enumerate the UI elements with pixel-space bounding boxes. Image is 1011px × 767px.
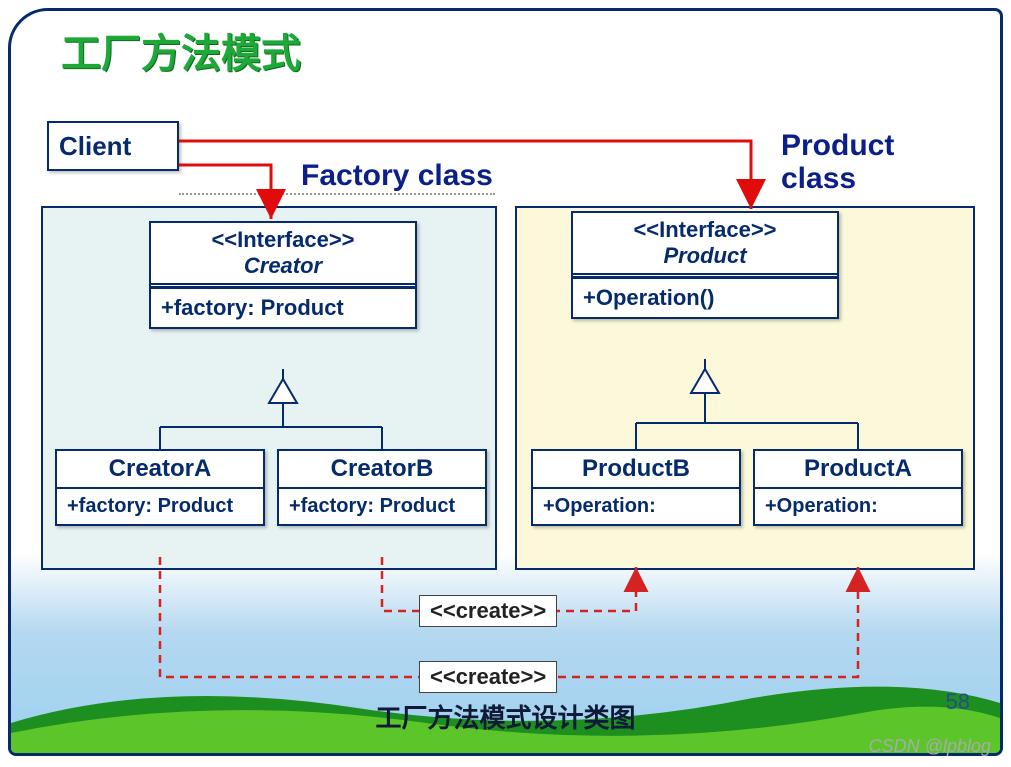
productB-member: +Operation: bbox=[533, 489, 739, 524]
creatorA-box: CreatorA +factory: Product bbox=[55, 449, 265, 526]
slide-frame: 工厂方法模式 Factory class Product class Clien… bbox=[8, 8, 1003, 756]
product-label-2: class bbox=[781, 162, 856, 195]
client-box: Client bbox=[47, 121, 179, 171]
creator-name: Creator bbox=[159, 253, 407, 279]
creator-member: +factory: Product bbox=[151, 289, 415, 327]
product-label: Product class bbox=[781, 129, 894, 195]
creatorA-member: +factory: Product bbox=[57, 489, 263, 524]
page-number: 58 bbox=[946, 689, 970, 715]
create-label-2: <<create>> bbox=[419, 661, 557, 693]
slide-title: 工厂方法模式 bbox=[61, 21, 301, 79]
product-interface: <<Interface>> Product +Operation() bbox=[571, 211, 839, 319]
factory-label: Factory class bbox=[301, 159, 493, 193]
watermark: CSDN @lpblog bbox=[869, 736, 991, 757]
productA-member: +Operation: bbox=[755, 489, 961, 524]
client-name: Client bbox=[49, 123, 177, 170]
product-member: +Operation() bbox=[573, 279, 837, 317]
creatorB-box: CreatorB +factory: Product bbox=[277, 449, 487, 526]
productA-box: ProductA +Operation: bbox=[753, 449, 963, 526]
creatorA-name: CreatorA bbox=[57, 451, 263, 489]
dotted-divider bbox=[179, 193, 495, 195]
creatorB-member: +factory: Product bbox=[279, 489, 485, 524]
product-stereo: <<Interface>> bbox=[581, 217, 829, 243]
create-label-1: <<create>> bbox=[419, 595, 557, 627]
product-label-1: Product bbox=[781, 129, 894, 162]
productA-name: ProductA bbox=[755, 451, 961, 489]
productB-box: ProductB +Operation: bbox=[531, 449, 741, 526]
productB-name: ProductB bbox=[533, 451, 739, 489]
creator-stereo: <<Interface>> bbox=[159, 227, 407, 253]
caption: 工厂方法模式设计类图 bbox=[11, 698, 1000, 735]
creatorB-name: CreatorB bbox=[279, 451, 485, 489]
product-name: Product bbox=[581, 243, 829, 269]
creator-interface: <<Interface>> Creator +factory: Product bbox=[149, 221, 417, 329]
